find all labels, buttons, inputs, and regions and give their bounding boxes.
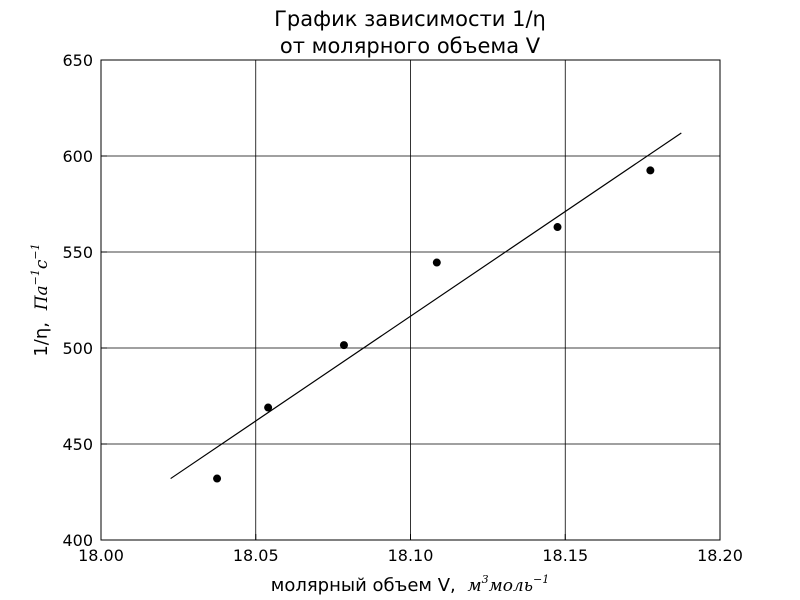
data-point [339, 341, 348, 350]
x-axis-ticks: 18.00 18.05 18.10 18.15 18.20 [78, 534, 743, 565]
x-axis-label-unit2-sup: −1 [533, 573, 549, 586]
data-marks [170, 132, 682, 483]
data-point [646, 166, 655, 175]
x-axis-label: молярный объем V, м3моль−1 [271, 573, 549, 596]
y-tick-label: 400 [62, 531, 93, 550]
chart-title-line-1: График зависимости 1/η [274, 7, 546, 31]
y-tick-label: 550 [62, 243, 93, 262]
y-axis-label-unit2-sup: −1 [29, 243, 42, 259]
chart-title-line-2: от молярного объема V [280, 34, 541, 58]
y-axis-label-text: 1/η, [31, 322, 52, 357]
y-axis-label-unit-sup: −1 [29, 269, 42, 285]
data-point [213, 474, 222, 483]
data-point [264, 403, 273, 412]
y-tick-label: 650 [62, 51, 93, 70]
y-axis-ticks: 400 450 500 550 600 650 [62, 51, 107, 550]
x-axis-label-unit2: моль [489, 576, 533, 596]
x-tick-label: 18.05 [233, 546, 279, 565]
x-tick-label: 18.15 [542, 546, 588, 565]
x-axis-label-text: молярный объем V, [271, 575, 456, 596]
y-tick-label: 600 [62, 147, 93, 166]
plot-frame [100, 59, 721, 541]
fit-line [170, 132, 682, 480]
y-axis-label: 1/η, Па−1с−1 [29, 243, 52, 356]
data-point [432, 258, 441, 267]
y-tick-label: 500 [62, 339, 93, 358]
x-tick-label: 18.10 [388, 546, 434, 565]
x-tick-label: 18.20 [697, 546, 743, 565]
y-tick-label: 450 [62, 435, 93, 454]
data-point [553, 223, 562, 232]
y-axis-label-unit: Па [32, 285, 52, 311]
grid-lines [100, 59, 721, 541]
x-axis-label-unit-sup: 3 [482, 573, 489, 586]
x-tick-label: 18.00 [78, 546, 124, 565]
y-axis-label-unit2: с [32, 259, 52, 269]
x-axis-label-unit: м [467, 576, 481, 596]
